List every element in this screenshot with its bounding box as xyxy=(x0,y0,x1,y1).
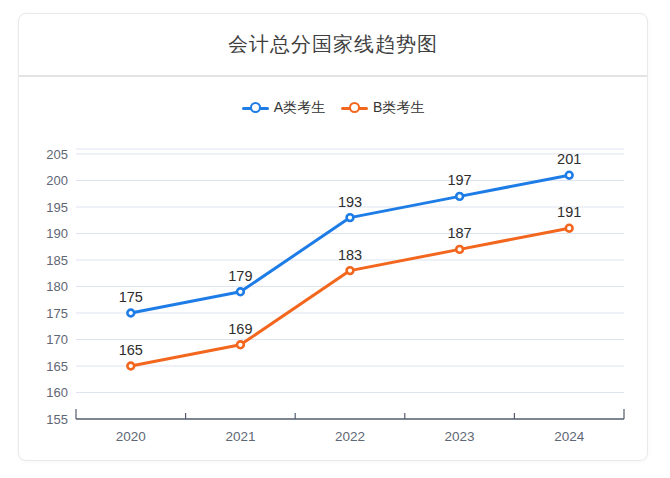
data-label-A类考生-2022: 193 xyxy=(338,194,362,210)
data-label-B类考生-2022: 183 xyxy=(338,247,362,263)
data-point-A类考生-2021[interactable] xyxy=(237,288,244,295)
x-axis-label-2023: 2023 xyxy=(445,429,475,444)
data-point-B类考生-2021[interactable] xyxy=(237,341,244,348)
data-label-A类考生-2024: 201 xyxy=(557,151,581,167)
trend-line-chart[interactable]: 155 160 165 170 175 180 185 190 195 200 205 2020 202… xyxy=(19,14,647,460)
x-axis-label-2024: 2024 xyxy=(554,429,585,444)
x-axis-label-2021: 2021 xyxy=(225,429,255,444)
data-label-B类考生-2023: 187 xyxy=(447,225,471,241)
y-axis-label-175: 175 xyxy=(46,306,68,321)
chart-card: 会计总分国家线趋势图 A类考生B类考生 15516016517017518018… xyxy=(18,13,648,461)
y-axis-label-180: 180 xyxy=(46,279,68,294)
y-axis-label-195: 195 xyxy=(46,200,68,215)
data-label-A类考生-2021: 179 xyxy=(228,268,252,284)
y-axis-label-170: 170 xyxy=(46,332,68,347)
data-point-B类考生-2023[interactable] xyxy=(456,246,463,253)
data-point-A类考生-2024[interactable] xyxy=(566,172,573,179)
data-point-A类考生-2020[interactable] xyxy=(127,310,134,317)
data-label-B类考生-2024: 191 xyxy=(557,204,581,220)
y-axis-label-185: 185 xyxy=(46,253,68,268)
data-point-B类考生-2020[interactable] xyxy=(127,363,134,370)
data-label-A类考生-2020: 175 xyxy=(119,289,143,305)
page: { "card": { "title": "会计总分国家线趋势图" }, "ch… xyxy=(0,0,670,478)
data-point-A类考生-2023[interactable] xyxy=(456,193,463,200)
y-axis-label-155: 155 xyxy=(46,412,68,427)
data-point-B类考生-2022[interactable] xyxy=(347,267,354,274)
y-axis-label-165: 165 xyxy=(46,359,68,374)
data-label-B类考生-2020: 165 xyxy=(119,342,143,358)
y-axis-label-160: 160 xyxy=(46,385,68,400)
y-axis-label-190: 190 xyxy=(46,226,68,241)
data-label-B类考生-2021: 169 xyxy=(228,321,252,337)
data-point-A类考生-2022[interactable] xyxy=(347,214,354,221)
y-axis-label-205: 205 xyxy=(46,147,68,162)
y-axis-label-200: 200 xyxy=(46,173,68,188)
x-axis-label-2022: 2022 xyxy=(335,429,365,444)
x-axis-label-2020: 2020 xyxy=(116,429,146,444)
data-label-A类考生-2023: 197 xyxy=(447,172,471,188)
data-point-B类考生-2024[interactable] xyxy=(566,225,573,232)
